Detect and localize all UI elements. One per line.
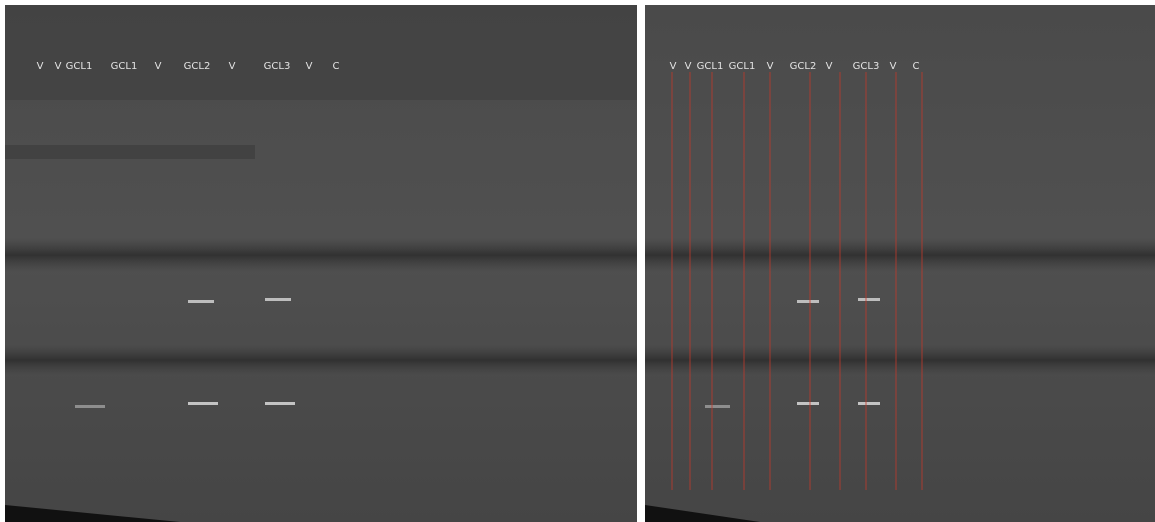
lane-label: V (685, 61, 692, 72)
lane-label: V (670, 61, 677, 72)
lane-label: GCL1 (729, 61, 756, 72)
gel-figure: VVGCL1GCL1VGCL2VGCL3VCVVGCL1GCL1VGCL2VGC… (0, 0, 1155, 522)
gel-top (5, 5, 637, 100)
light-band (75, 405, 105, 408)
lane-label: V (55, 61, 62, 72)
lane-label: GCL2 (184, 61, 211, 72)
dark-band (5, 238, 637, 272)
light-band (265, 298, 291, 301)
lane-label: GCL2 (790, 61, 817, 72)
lane-label: GCL3 (853, 61, 880, 72)
lane-label: C (333, 61, 340, 72)
lane-label: GCL3 (264, 61, 291, 72)
light-band (858, 402, 880, 405)
page: VVGCL1GCL1VGCL2VGCL3VCVVGCL1GCL1VGCL2VGC… (0, 0, 1155, 522)
dark-band (645, 345, 1155, 375)
dark-band (645, 238, 1155, 272)
faint-band (5, 145, 255, 159)
lane-label: V (37, 61, 44, 72)
gel-panel-left (5, 5, 637, 522)
lane-label: GCL1 (111, 61, 138, 72)
light-band (797, 402, 819, 405)
lane-label: V (229, 61, 236, 72)
lane-label: V (306, 61, 313, 72)
light-band (858, 298, 880, 301)
gel-panel-right (645, 5, 1155, 522)
light-band (705, 405, 730, 408)
lane-label: GCL1 (697, 61, 724, 72)
lane-label: V (155, 61, 162, 72)
light-band (188, 402, 218, 405)
lane-label: V (826, 61, 833, 72)
lane-label: C (913, 61, 920, 72)
dark-band (5, 345, 637, 375)
light-band (265, 402, 295, 405)
light-band (188, 300, 214, 303)
lane-label: V (890, 61, 897, 72)
light-band (797, 300, 819, 303)
lane-label: GCL1 (66, 61, 93, 72)
lane-label: V (767, 61, 774, 72)
